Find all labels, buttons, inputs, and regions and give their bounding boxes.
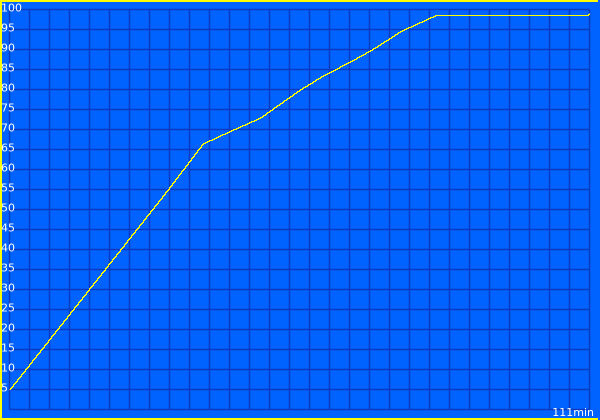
y-tick-label: 100 bbox=[1, 2, 22, 15]
y-tick-label: 80 bbox=[1, 82, 15, 95]
y-tick-label: 5 bbox=[1, 382, 8, 395]
y-tick-label: 60 bbox=[1, 162, 15, 175]
y-tick-label: 50 bbox=[1, 202, 15, 215]
y-tick-label: 70 bbox=[1, 122, 15, 135]
x-axis-end-label: 111min bbox=[552, 406, 594, 419]
y-tick-label: 10 bbox=[1, 362, 15, 375]
y-tick-label: 20 bbox=[1, 322, 15, 335]
y-tick-label: 30 bbox=[1, 282, 15, 295]
y-tick-label: 65 bbox=[1, 142, 15, 155]
y-tick-label: 35 bbox=[1, 262, 15, 275]
y-tick-label: 40 bbox=[1, 242, 15, 255]
y-tick-label: 75 bbox=[1, 102, 15, 115]
y-tick-label: 15 bbox=[1, 342, 15, 355]
y-tick-label: 55 bbox=[1, 182, 15, 195]
y-tick-label: 90 bbox=[1, 42, 15, 55]
chart-right-edge bbox=[598, 0, 600, 420]
y-tick-label: 95 bbox=[1, 22, 15, 35]
series-line bbox=[9, 13, 590, 390]
y-tick-label: 25 bbox=[1, 302, 15, 315]
y-tick-label: 45 bbox=[1, 222, 15, 235]
y-tick-label: 85 bbox=[1, 62, 15, 75]
